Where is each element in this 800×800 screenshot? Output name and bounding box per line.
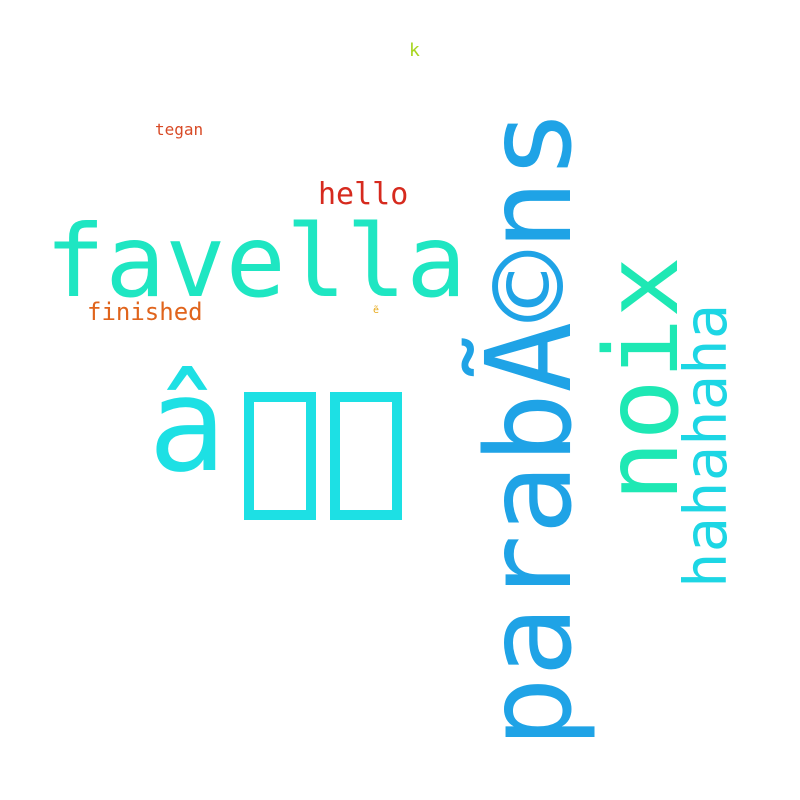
word-hahahaha: hahahaha (671, 303, 740, 588)
word-glyph: â (148, 349, 227, 501)
word-parabens: parabÃ©ns (460, 108, 598, 748)
word-tegan: tegan (155, 120, 204, 139)
missing-glyph-box-1 (244, 392, 316, 520)
word-hello: hello (318, 177, 409, 212)
word-tiny-glyph: ẽ (373, 305, 380, 316)
word-finished: finished (87, 298, 203, 326)
missing-glyph-box-2 (330, 392, 402, 520)
word-k: k (409, 40, 420, 61)
word-glyph-group: â (148, 360, 438, 530)
word-favella: favella (45, 203, 467, 320)
